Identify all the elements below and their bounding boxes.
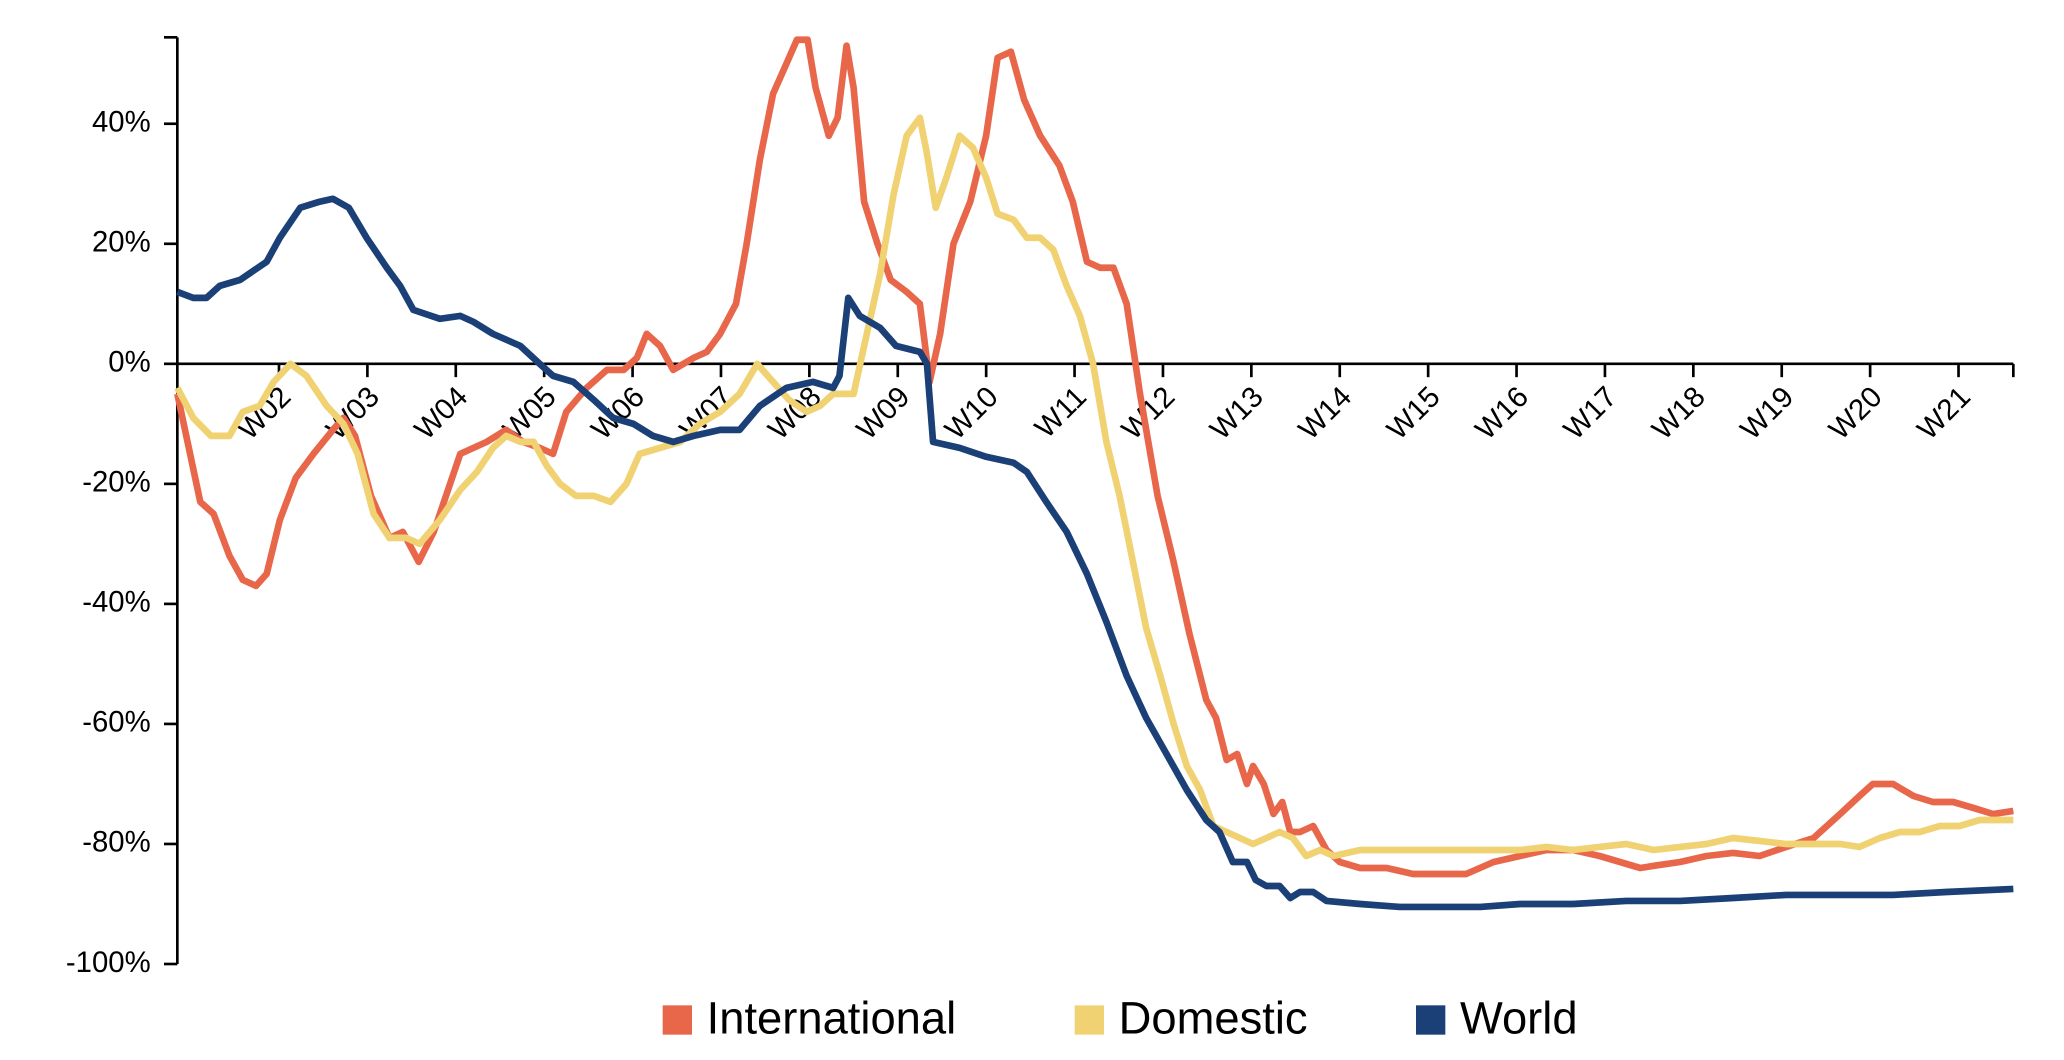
legend-label: Domestic [1119,992,1308,1043]
x-tick-label: W10 [939,380,1005,446]
legend-swatch [662,1005,692,1035]
x-tick-label: W17 [1557,380,1623,446]
x-tick-label: W09 [850,380,916,446]
series-line [176,195,2014,911]
y-tick-label: -60% [82,706,150,739]
x-tick-label: W06 [585,380,651,446]
y-tick-label: -100% [66,946,151,979]
x-tick-label: W20 [1823,380,1889,446]
x-tick-label: W19 [1734,380,1800,446]
x-tick-label: W11 [1029,380,1093,444]
y-tick-label: -20% [82,466,150,499]
x-tick-label: W15 [1381,380,1447,446]
y-tick-label: 20% [92,226,151,259]
legend-label: International [707,992,956,1043]
x-tick-label: W21 [1911,380,1977,446]
y-tick-label: -40% [82,586,150,619]
y-tick-label: 40% [92,106,151,139]
x-tick-label: W08 [762,380,828,446]
x-tick-label: W13 [1204,380,1270,446]
legend-swatch [1416,1005,1446,1035]
x-tick-label: W18 [1646,380,1712,446]
legend-swatch [1074,1005,1104,1035]
x-tick-label: W16 [1469,380,1535,446]
y-tick-label: 0% [108,346,150,379]
x-tick-label: W14 [1292,380,1358,446]
series-line [174,114,2014,860]
y-tick-label: -80% [82,826,150,859]
x-tick-label: W04 [408,380,474,446]
legend-label: World [1460,992,1578,1043]
series-line [174,36,2014,878]
